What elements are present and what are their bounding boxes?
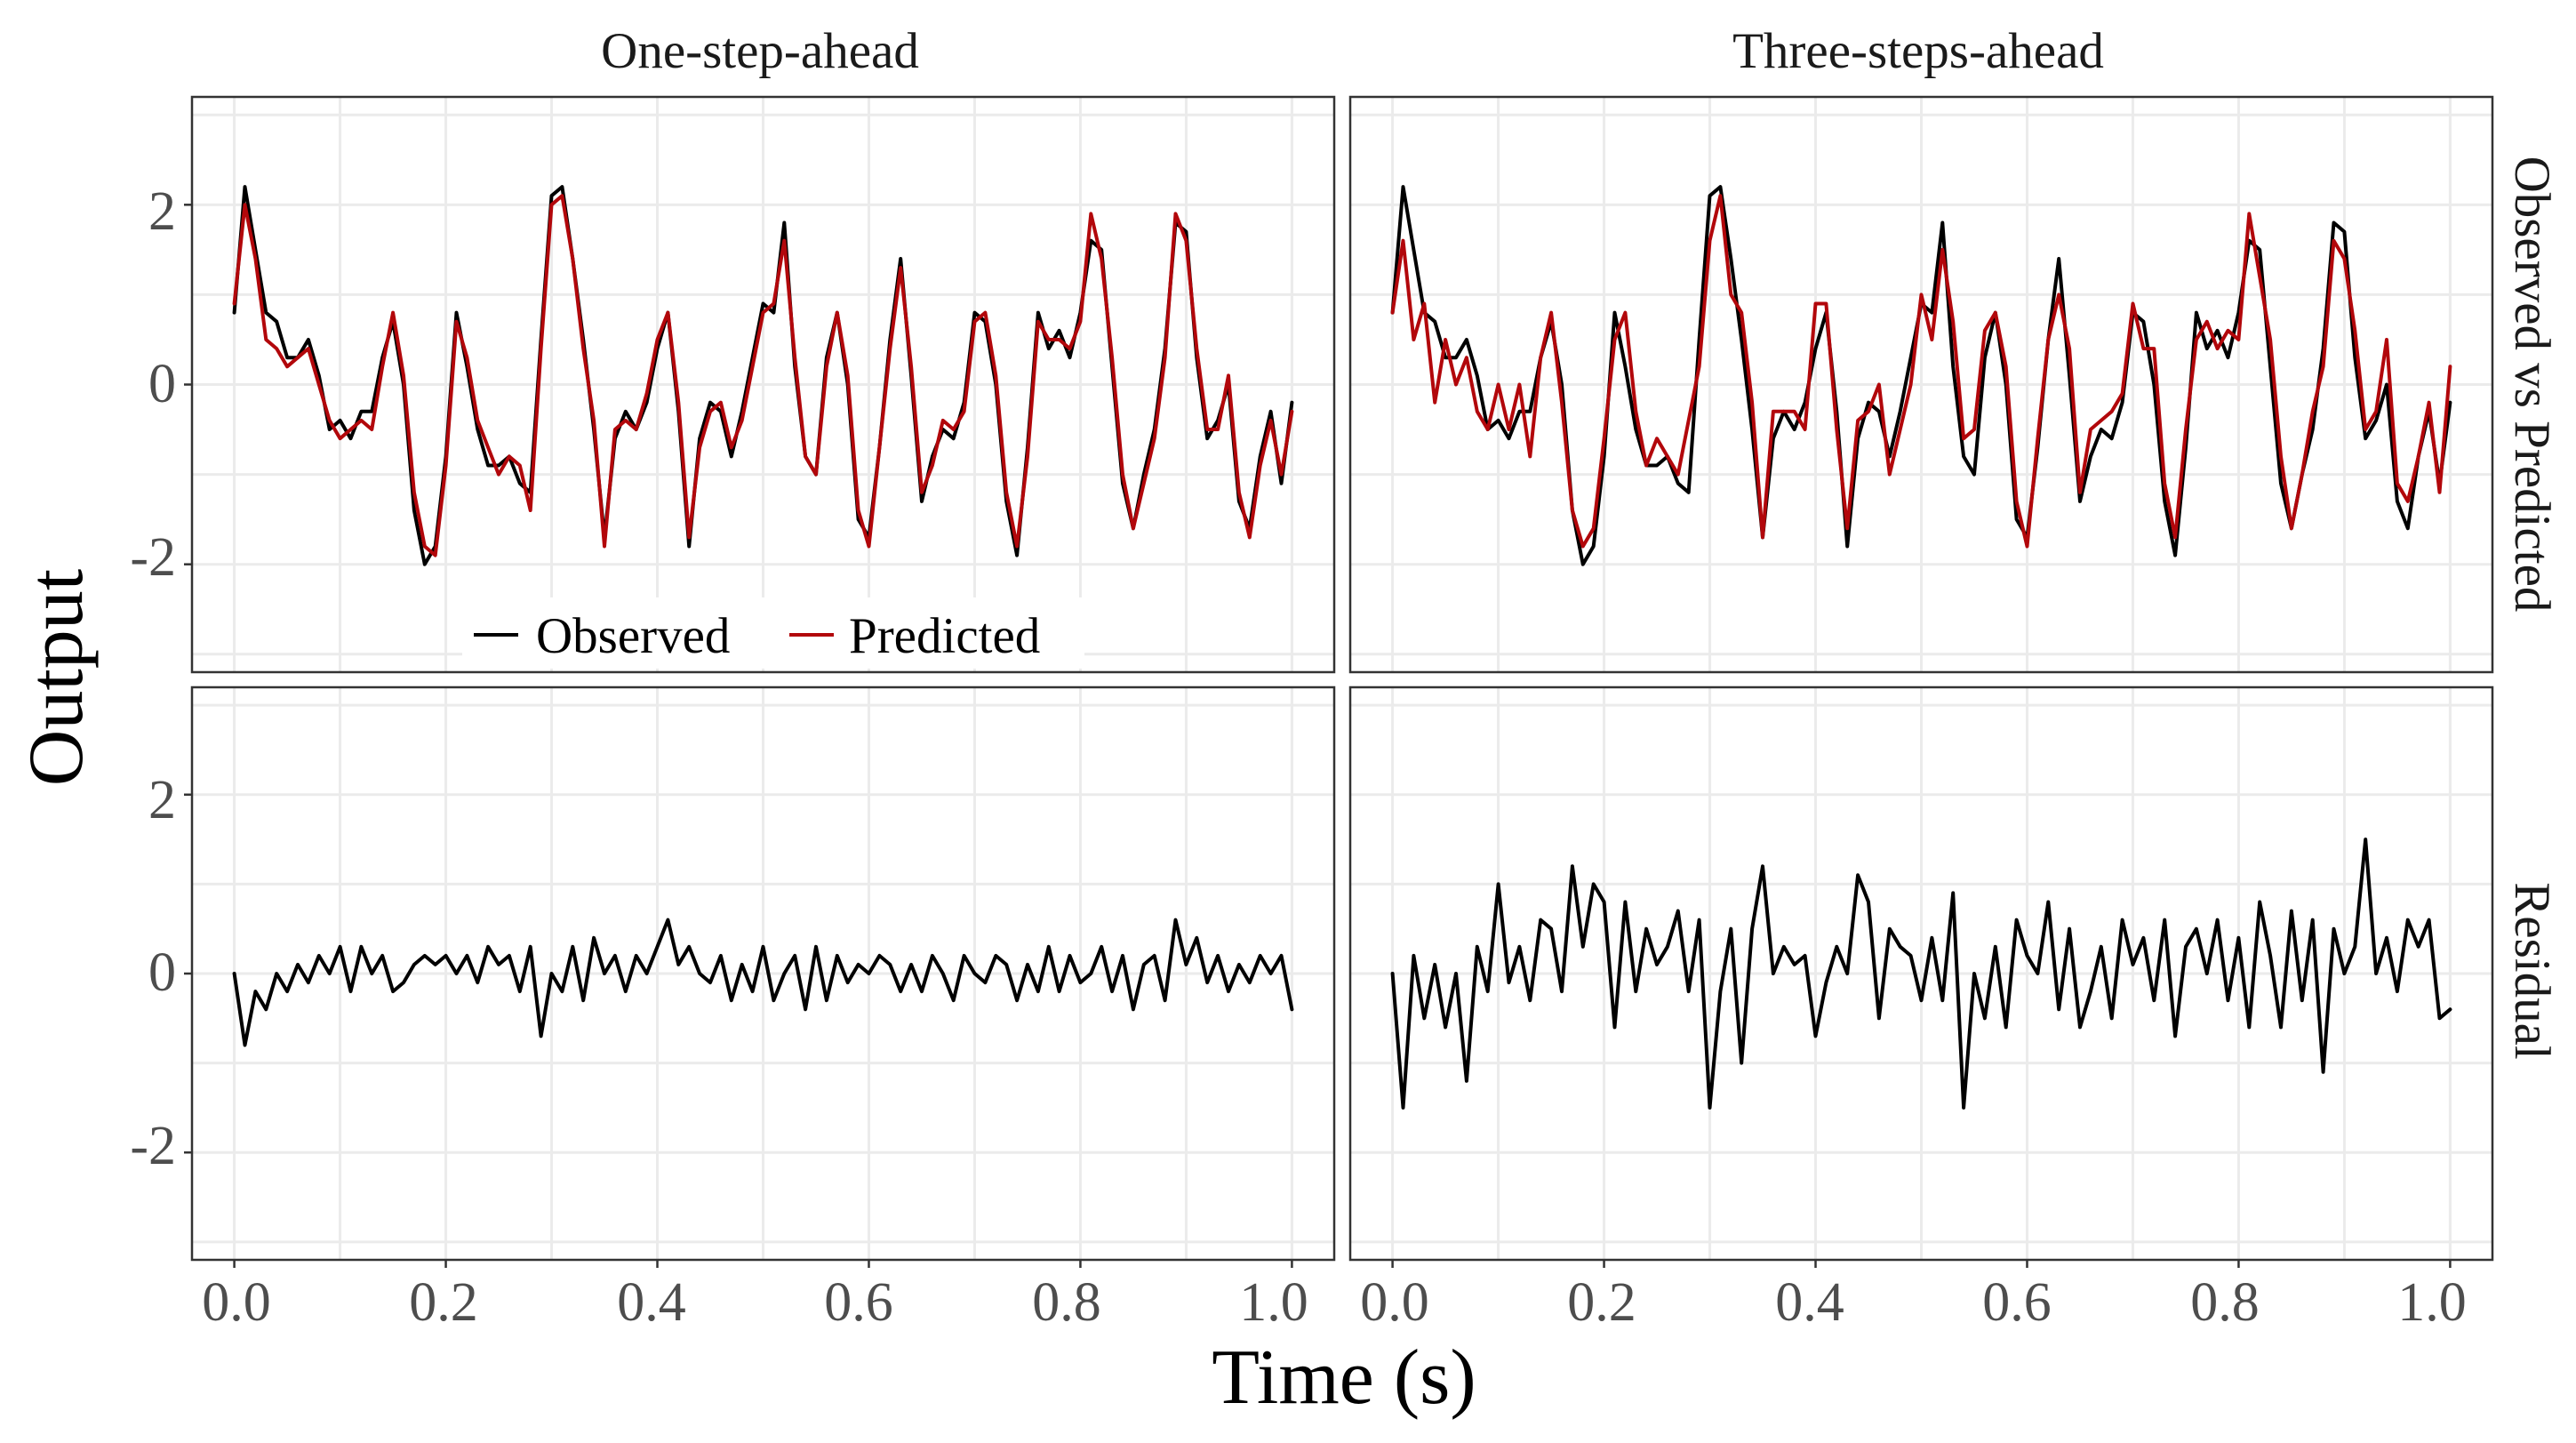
x-tick-label-left-0.4: 0.4 [617,1272,686,1333]
y-tick-label-bottom-0: 0 [148,942,176,1003]
x-tick-label-left-0.6: 0.6 [824,1272,893,1333]
x-tick-label-right-0.8: 0.8 [2190,1272,2260,1333]
y-tick-label-top-2: 2 [148,181,176,242]
series-residual-three-step-bottom-right [1390,838,2452,1110]
panel-border-bottom-right [1348,685,2494,1262]
y-axis-title: Output [13,569,100,786]
y-tick-label-bottom-neg2: -2 [130,1116,176,1176]
y-tick-label-bottom-2: 2 [148,770,176,830]
legend-observed-label: Observed [536,608,730,664]
y-tick-label-top-0: 0 [148,354,176,414]
strip-label-one-step-ahead: One-step-ahead [601,23,919,79]
x-tick-label-right-0.0: 0.0 [1360,1272,1429,1333]
x-tick-label-left-0.8: 0.8 [1032,1272,1101,1333]
series-predicted-three-step-top-right [1390,194,2452,549]
legend: Observed Predicted [462,597,1084,669]
x-tick-label-right-0.6: 0.6 [1982,1272,2052,1333]
y-tick-label-top-neg2: -2 [130,527,176,588]
legend-background [462,597,1084,669]
x-axis-title: Time (s) [1212,1335,1476,1421]
legend-predicted-label: Predicted [849,608,1040,664]
x-tick-label-right-1.0: 1.0 [2397,1272,2467,1333]
panel-border-top-right [1348,95,2494,674]
x-tick-label-right-0.4: 0.4 [1775,1272,1844,1333]
series-residual-one-step-bottom-left [232,918,1294,1047]
x-tick-label-left-0.2: 0.2 [409,1272,478,1333]
strip-label-three-steps-ahead: Three-steps-ahead [1732,23,2104,79]
x-tick-label-right-0.2: 0.2 [1567,1272,1636,1333]
strip-label-residual: Residual [2504,882,2560,1059]
x-tick-label-left-0.0: 0.0 [202,1272,271,1333]
series-predicted-one-step-top-left [232,194,1294,557]
x-tick-label-left-1.0: 1.0 [1239,1272,1308,1333]
strip-label-observed-vs-predicted: Observed vs Predicted [2504,156,2560,613]
